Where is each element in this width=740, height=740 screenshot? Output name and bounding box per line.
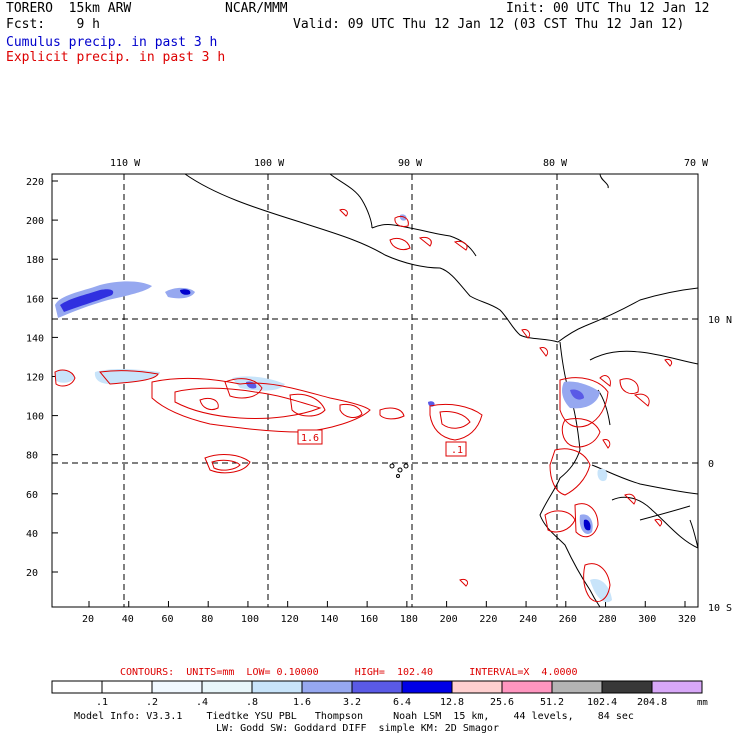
colorbar-value: 204.8 (637, 697, 667, 708)
model-info-line1: Model Info: V3.3.1 Tiedtke YSU PBL Thomp… (74, 711, 634, 722)
colorbar-unit: mm (697, 698, 708, 708)
y-tick-label: 40 (26, 529, 38, 540)
y-tick-label: 220 (26, 177, 44, 188)
graticule (52, 174, 698, 607)
y-tick-label: 200 (26, 216, 44, 227)
contour-labels: 1.6 .1 (297, 429, 467, 457)
model-title: TORERO 15km ARW (6, 1, 132, 16)
valid-time: Valid: 09 UTC Thu 12 Jan 12 (03 CST Thu … (293, 17, 685, 32)
lon-label: 80 W (543, 158, 568, 169)
lat-labels: 10 N 0 10 S (708, 315, 732, 614)
colorbar-value: .4 (196, 697, 208, 708)
x-tick-label: 240 (519, 614, 537, 625)
colorbar: .1 .2 .4 .8 1.6 3.2 6.4 12.8 25.6 51.2 102.4 204.8 m… (51, 680, 708, 708)
x-tick-label: 200 (440, 614, 458, 625)
colorbar-swatch (51, 680, 103, 694)
x-tick-label: 80 (201, 614, 213, 625)
colorbar-swatch (551, 680, 603, 694)
y-tick-labels: 20 40 60 80 100 120 140 160 180 200 220 (26, 177, 44, 579)
colorbar-swatch (101, 680, 153, 694)
y-tick-label: 140 (26, 333, 44, 344)
lon-label: 100 W (254, 158, 285, 169)
colorbar-value: .1 (96, 697, 108, 708)
cumulus-precip-areas (55, 214, 612, 603)
colorbar-swatch (151, 680, 203, 694)
lon-label: 110 W (110, 158, 141, 169)
colorbar-value: 12.8 (440, 697, 464, 708)
colorbar-value: 6.4 (393, 697, 411, 708)
colorbar-swatch (451, 680, 503, 694)
colorbar-swatch (601, 680, 653, 694)
colorbar-swatch (501, 680, 553, 694)
colorbar-value: 3.2 (343, 697, 361, 708)
coastlines (184, 173, 699, 608)
forecast-hour: Fcst: 9 h (6, 17, 100, 32)
y-tick-label: 60 (26, 490, 38, 501)
x-tick-label: 180 (400, 614, 418, 625)
contour-label-2: .1 (451, 445, 463, 456)
contour-label-1: 1.6 (301, 433, 319, 444)
x-tick-label: 160 (360, 614, 378, 625)
init-time: Init: 00 UTC Thu 12 Jan 12 (506, 1, 710, 16)
lat-label: 10 N (708, 315, 732, 326)
lon-label: 90 W (398, 158, 423, 169)
colorbar-value: 25.6 (490, 697, 514, 708)
colorbar-value: .2 (146, 697, 158, 708)
x-tick-label: 280 (599, 614, 617, 625)
y-tick-label: 120 (26, 373, 44, 384)
x-tick-label: 60 (161, 614, 173, 625)
model-info-line2: LW: Godd SW: Goddard DIFF simple KM: 2D … (216, 723, 499, 734)
y-tick-label: 20 (26, 568, 38, 579)
lon-labels: 110 W 100 W 90 W 80 W 70 W (110, 158, 709, 169)
colorbar-value: .8 (246, 697, 258, 708)
x-tick-label: 220 (479, 614, 497, 625)
y-tick-label: 80 (26, 451, 38, 462)
colorbar-value: 51.2 (540, 697, 564, 708)
x-tick-labels: 20 40 60 80 100 120 140 160 180 200 220 240 260 280 30… (82, 614, 696, 625)
map-frame (51, 173, 699, 608)
x-tick-label: 260 (559, 614, 577, 625)
lat-label: 0 (708, 459, 714, 470)
field2-label: Explicit precip. in past 3 h (6, 50, 226, 65)
colorbar-value: 102.4 (587, 697, 617, 708)
colorbar-swatch (251, 680, 303, 694)
colorbar-swatch (301, 680, 353, 694)
x-tick-label: 140 (320, 614, 338, 625)
colorbar-swatch (651, 680, 703, 694)
explicit-precip-contours (54, 209, 673, 602)
lon-label: 70 W (684, 158, 709, 169)
y-tick-label: 100 (26, 412, 44, 423)
x-tick-label: 100 (241, 614, 259, 625)
colorbar-value: 1.6 (293, 697, 311, 708)
y-tick-label: 180 (26, 255, 44, 266)
org-label: NCAR/MMM (225, 1, 288, 16)
y-tick-label: 160 (26, 294, 44, 305)
lat-label: 10 S (708, 603, 732, 614)
x-tick-label: 40 (122, 614, 134, 625)
x-tick-label: 120 (281, 614, 299, 625)
x-tick-label: 20 (82, 614, 94, 625)
colorbar-swatch (201, 680, 253, 694)
field1-label: Cumulus precip. in past 3 h (6, 35, 218, 50)
colorbar-swatch (351, 680, 403, 694)
x-tick-label: 320 (678, 614, 696, 625)
galapagos-islands (389, 463, 409, 478)
colorbar-swatch (401, 680, 453, 694)
contour-info: CONTOURS: UNITS=mm LOW= 0.10000 HIGH= 10… (120, 667, 578, 678)
x-tick-label: 300 (638, 614, 656, 625)
